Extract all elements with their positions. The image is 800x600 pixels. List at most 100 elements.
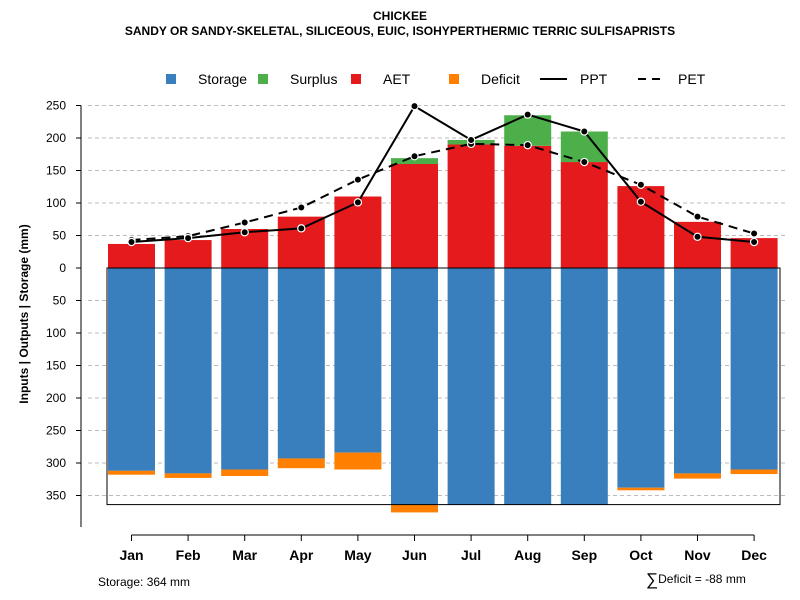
legend-label: PPT bbox=[580, 71, 608, 87]
surplus-bar bbox=[504, 115, 552, 146]
y-tick-label: 150 bbox=[46, 359, 66, 373]
pet-point bbox=[353, 175, 363, 184]
aet-bar bbox=[391, 164, 438, 268]
legend-label: PET bbox=[678, 71, 706, 87]
y-tick-label: 150 bbox=[46, 164, 66, 178]
aet-bar bbox=[334, 196, 382, 268]
ppt-point bbox=[636, 197, 646, 206]
y-tick-label: 50 bbox=[53, 294, 67, 308]
ppt-point bbox=[297, 224, 306, 233]
y-tick-label: 50 bbox=[53, 229, 67, 243]
x-tick-label: Jan bbox=[119, 547, 143, 563]
pet-line bbox=[131, 142, 755, 242]
pet-point bbox=[240, 218, 249, 227]
storage-bar bbox=[221, 268, 269, 470]
storage-bar bbox=[674, 268, 721, 474]
pet-point bbox=[410, 151, 419, 161]
ppt-point bbox=[580, 127, 589, 136]
ppt-point bbox=[183, 233, 193, 243]
storage-capacity-box bbox=[106, 267, 781, 506]
deficit-bar bbox=[108, 470, 155, 475]
x-tick-label: Aug bbox=[514, 547, 541, 563]
aet-bar bbox=[164, 240, 212, 268]
y-axis-label: Inputs | Outputs | Storage (mm) bbox=[17, 224, 31, 403]
x-tick-label: Dec bbox=[741, 547, 767, 563]
deficit-bar bbox=[164, 473, 212, 478]
x-tick-label: Feb bbox=[176, 547, 201, 563]
pet-point bbox=[693, 212, 702, 221]
pet-point bbox=[636, 180, 646, 189]
deficit-bar bbox=[277, 458, 325, 469]
storage-bar bbox=[447, 268, 495, 505]
chart-title: CHICKEE bbox=[372, 9, 427, 23]
ppt-point bbox=[240, 228, 249, 237]
ppt-point bbox=[353, 198, 363, 207]
x-tick-label: Jun bbox=[402, 547, 427, 563]
aet-bar bbox=[674, 221, 721, 268]
deficit-bar bbox=[334, 452, 382, 470]
storage-bar bbox=[164, 268, 212, 474]
pet-point bbox=[297, 203, 306, 212]
chart-subtitle: SANDY OR SANDY-SKELETAL, SILICEOUS, EUIC… bbox=[124, 24, 676, 38]
y-tick-label: 200 bbox=[46, 131, 66, 145]
aet-bar bbox=[108, 243, 155, 268]
storage-bar bbox=[617, 268, 665, 488]
plot-frame bbox=[106, 267, 781, 506]
storage-bar bbox=[108, 268, 155, 471]
y-tick-label: 200 bbox=[46, 391, 66, 405]
x-tick-label: Nov bbox=[684, 547, 711, 563]
legend-label: Surplus bbox=[290, 71, 337, 87]
storage-bar bbox=[560, 268, 608, 505]
x-tick-label: Mar bbox=[232, 547, 257, 563]
x-tick-label: Oct bbox=[629, 547, 653, 563]
aet-bar bbox=[504, 145, 552, 268]
deficit-bar bbox=[674, 473, 721, 479]
surplus-bar bbox=[391, 158, 438, 164]
legend-label: AET bbox=[383, 71, 411, 87]
x-tick-label: Apr bbox=[289, 547, 314, 563]
aet-bar bbox=[560, 162, 608, 268]
ppt-point bbox=[749, 237, 759, 247]
legend-label: Storage bbox=[198, 71, 247, 87]
sum-symbol: ∑ bbox=[646, 570, 659, 589]
deficit-bar bbox=[730, 469, 778, 475]
storage-bar bbox=[334, 268, 382, 453]
ppt-point bbox=[693, 232, 702, 241]
storage-bar bbox=[730, 268, 778, 470]
deficit-bar bbox=[617, 487, 665, 491]
pet-point bbox=[523, 140, 532, 150]
ppt-point bbox=[410, 101, 419, 111]
y-tick-label: 100 bbox=[46, 326, 66, 340]
aet-bar bbox=[447, 144, 495, 268]
storage-bar bbox=[504, 268, 552, 505]
legend-label: Deficit bbox=[481, 71, 520, 87]
pet-point bbox=[580, 157, 589, 167]
y-tick-label: 0 bbox=[59, 261, 66, 275]
legend-swatch bbox=[449, 74, 459, 84]
x-tick-label: May bbox=[344, 547, 371, 563]
storage-note: Storage: 364 mm bbox=[98, 575, 191, 589]
deficit-bar bbox=[391, 504, 438, 513]
ppt-line bbox=[131, 104, 755, 243]
ppt-point bbox=[523, 110, 532, 119]
y-tick-label: 250 bbox=[46, 99, 66, 113]
ppt-pet-lines bbox=[127, 101, 759, 247]
y-tick-label: 250 bbox=[46, 424, 66, 438]
storage-bar bbox=[277, 268, 325, 459]
storage-deficit-bars bbox=[108, 268, 778, 513]
storage-bar bbox=[391, 268, 438, 505]
y-tick-label: 100 bbox=[46, 196, 66, 210]
deficit-total: Deficit = -88 mm bbox=[658, 572, 746, 586]
deficit-bar bbox=[221, 469, 269, 476]
pet-point bbox=[749, 229, 759, 238]
legend-swatch bbox=[258, 74, 268, 84]
x-tick-label: Jul bbox=[461, 547, 481, 563]
deficit-note: ∑Deficit = -88 mm bbox=[646, 570, 746, 590]
y-tick-label: 300 bbox=[46, 456, 66, 470]
gridlines bbox=[88, 105, 786, 496]
y-tick-label: 350 bbox=[46, 489, 66, 503]
ppt-point bbox=[127, 237, 136, 247]
x-tick-label: Sep bbox=[571, 547, 597, 563]
ppt-point bbox=[466, 135, 476, 145]
